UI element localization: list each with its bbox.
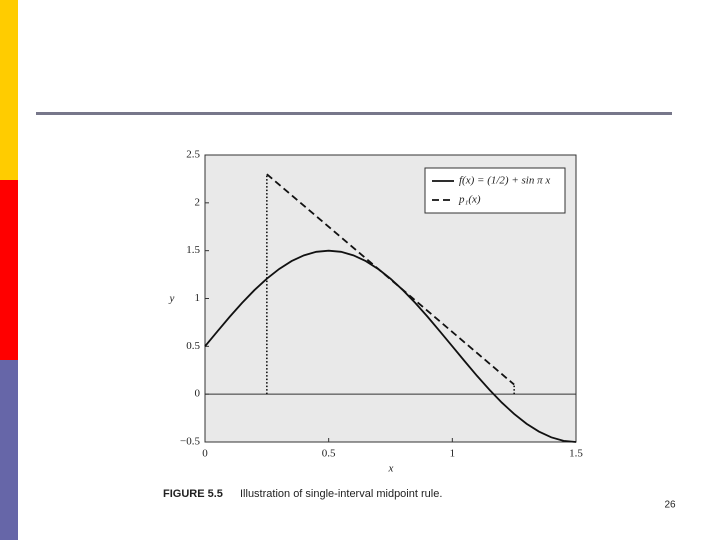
stripe-yellow	[0, 0, 18, 180]
caption: Illustration of single-interval midpoint…	[240, 488, 442, 500]
legend-label: f(x) = (1/2) + sin π x	[459, 175, 550, 187]
legend-label: p₁(x)	[458, 194, 481, 206]
x-tick-label: 0.5	[322, 448, 336, 460]
y-tick-label: 0.5	[186, 340, 200, 352]
y-tick-label: 2	[195, 196, 201, 208]
y-tick-label: 1	[195, 292, 201, 304]
x-tick-label: 0	[202, 448, 208, 460]
legend-box	[424, 167, 566, 214]
caption-label: FIGURE 5.5	[163, 488, 223, 500]
y-tick-label: 0	[195, 388, 201, 400]
y-tick-label: −0.5	[180, 436, 200, 448]
header-rule	[36, 112, 672, 115]
page-number: 26	[664, 500, 676, 511]
series-line	[204, 249, 577, 443]
stripe-blue	[0, 360, 18, 540]
x-axis-label: x	[388, 463, 394, 475]
x-tick-label: 1.5	[569, 448, 583, 460]
stripe-red	[0, 180, 18, 360]
series-line	[266, 173, 515, 386]
y-tick-label: 2.5	[186, 149, 200, 161]
x-tick-label: 1	[450, 448, 456, 460]
y-axis-label: y	[169, 293, 175, 305]
y-tick-label: 1.5	[186, 244, 200, 256]
